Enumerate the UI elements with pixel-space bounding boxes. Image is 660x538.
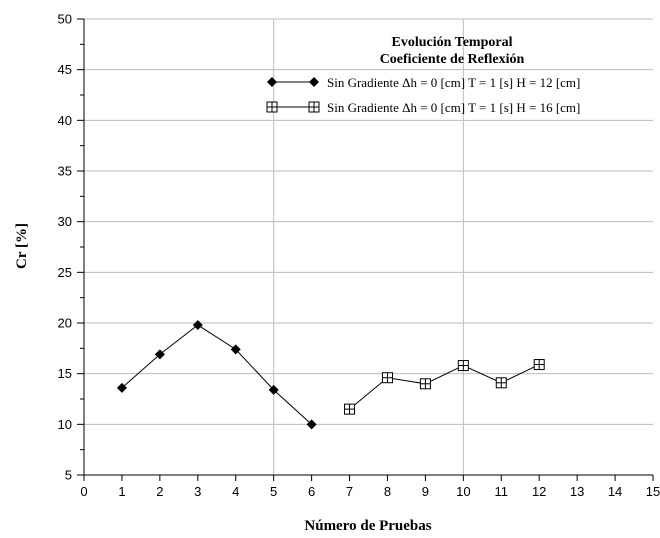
y-tick-label-50: 50 [58, 12, 72, 27]
point-s2-12 [533, 359, 545, 371]
legend-label-h12: Sin Gradiente Δh = 0 [cm] T = 1 [s] H = … [327, 75, 580, 90]
legend-entry-h16: Sin Gradiente Δh = 0 [cm] T = 1 [s] H = … [266, 100, 580, 115]
legend-entry-h12: Sin Gradiente Δh = 0 [cm] T = 1 [s] H = … [267, 75, 580, 90]
grid-layer [84, 18, 653, 475]
x-tick-label-13: 13 [570, 484, 584, 499]
point-s1-4 [230, 344, 241, 355]
series-layer [116, 320, 545, 430]
legend-marker-h16-left [266, 101, 278, 113]
legend-marker-h16-right [308, 101, 320, 113]
legend-label-h16: Sin Gradiente Δh = 0 [cm] T = 1 [s] H = … [327, 100, 580, 115]
x-tick-label-4: 4 [232, 484, 239, 499]
point-s1-6 [306, 419, 317, 430]
x-tick-label-2: 2 [156, 484, 163, 499]
x-tick-label-8: 8 [384, 484, 391, 499]
y-axis-title: Cr [%] [14, 223, 30, 269]
point-s2-10 [457, 360, 469, 372]
x-tick-label-3: 3 [194, 484, 201, 499]
legend-marker-h12-left [267, 77, 277, 87]
point-s1-1 [116, 382, 127, 393]
x-tick-label-14: 14 [608, 484, 622, 499]
point-s1-2 [154, 349, 165, 360]
x-tick-label-9: 9 [422, 484, 429, 499]
y-tick-label-35: 35 [58, 164, 72, 179]
series-line-2 [349, 364, 540, 410]
legend-title-line-1: Evolución Temporal [392, 35, 513, 50]
x-tick-label-15: 15 [646, 484, 660, 499]
x-axis-title: Número de Pruebas [304, 518, 431, 534]
y-tick-label-5: 5 [65, 468, 72, 483]
legend-marker-h12-right [309, 77, 319, 87]
y-tick-label-15: 15 [58, 366, 72, 381]
x-tick-label-12: 12 [532, 484, 546, 499]
y-tick-label-10: 10 [58, 417, 72, 432]
point-s2-9 [419, 378, 431, 390]
x-tick-label-5: 5 [270, 484, 277, 499]
y-tick-label-25: 25 [58, 265, 72, 280]
x-tick-label-0: 0 [80, 484, 87, 499]
x-tick-label-1: 1 [118, 484, 125, 499]
point-s1-5 [268, 384, 279, 395]
x-tick-label-7: 7 [346, 484, 353, 499]
point-s2-11 [495, 377, 507, 389]
y-tick-label-45: 45 [58, 62, 72, 77]
point-s1-3 [192, 320, 203, 331]
x-tick-label-10: 10 [456, 484, 470, 499]
series-line-1 [121, 324, 312, 425]
y-tick-label-40: 40 [58, 113, 72, 128]
y-tick-label-30: 30 [58, 214, 72, 229]
point-s2-7 [344, 403, 356, 415]
point-s2-8 [381, 372, 393, 384]
x-tick-label-11: 11 [495, 484, 509, 499]
legend-title-line-2: Coeficiente de Reflexión [380, 52, 525, 67]
y-tick-label-20: 20 [58, 316, 72, 331]
x-tick-label-6: 6 [308, 484, 315, 499]
legend: Evolución Temporal Coeficiente de Reflex… [266, 35, 580, 115]
